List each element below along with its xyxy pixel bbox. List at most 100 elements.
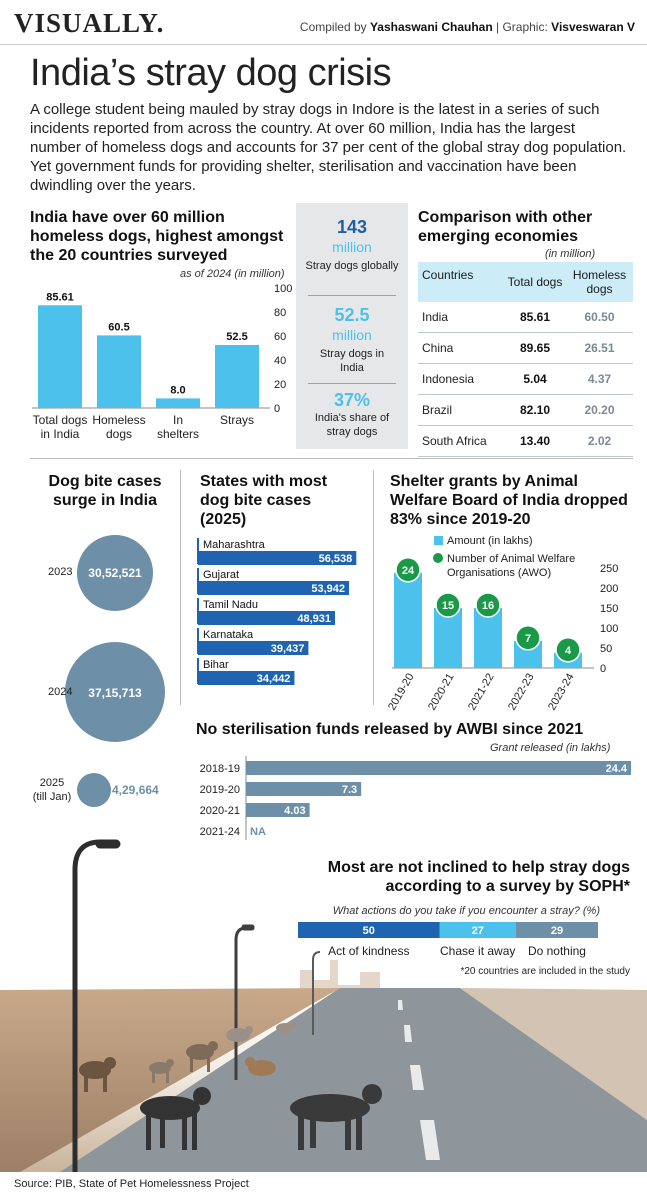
y-tick-label: 0 xyxy=(274,403,280,415)
india-stray-unit: million xyxy=(332,327,372,343)
stat-divider xyxy=(308,295,396,296)
dog-icon xyxy=(245,1057,276,1076)
x-tick-label: 2020-21 xyxy=(426,672,457,713)
survey-value: 50 xyxy=(363,925,375,937)
survey-segment-0 xyxy=(298,922,440,938)
dog-bite-bubbles xyxy=(65,535,165,807)
x-tick-label: 2021-22 xyxy=(466,672,497,713)
bubble-year-2025: 2025 (till Jan) xyxy=(32,777,72,803)
survey-value: 27 xyxy=(472,925,484,937)
awo-badge xyxy=(515,625,541,651)
credits: Compiled by Yashaswani Chauhan | Graphic… xyxy=(299,20,635,34)
survey-title: Most are not inclined to help stray dogs… xyxy=(327,859,630,895)
lane-markings xyxy=(398,1000,440,1160)
dog-icon xyxy=(290,1084,382,1150)
table-row: China 89.65 26.51 xyxy=(418,333,633,364)
awo-count: 4 xyxy=(565,645,572,657)
state-bar-4 xyxy=(198,671,295,685)
cell-homeless: 4.37 xyxy=(587,372,612,386)
section-divider xyxy=(30,458,633,459)
state-label: Tamil Nadu xyxy=(203,599,258,611)
x-tick-label: Homeless xyxy=(92,413,145,427)
bar-value-label: 8.0 xyxy=(170,384,185,396)
india-share-number: 37% xyxy=(333,390,371,410)
y-tick-label: 0 xyxy=(600,663,606,675)
column-divider xyxy=(373,470,374,705)
comparison-unit: (in million) xyxy=(545,248,596,260)
global-stray-desc: Stray dogs globally xyxy=(305,260,399,272)
cell-total: 85.61 xyxy=(519,310,551,324)
street-illustration xyxy=(0,839,647,1172)
state-value: 56,538 xyxy=(319,553,353,565)
awo-count: 24 xyxy=(402,565,415,577)
legend-label: Organisations (AWO) xyxy=(447,567,551,579)
bubble-year-2024: 2024 xyxy=(48,686,73,698)
cell-total: 82.10 xyxy=(519,403,551,417)
bar-value-label: 60.5 xyxy=(108,321,129,333)
y-tick-label: 150 xyxy=(600,603,618,615)
global-stray-number: 143 xyxy=(336,217,368,237)
dog-icon xyxy=(226,1021,296,1042)
bar-value-label: 52.5 xyxy=(226,331,247,343)
x-tick-label: 2023-24 xyxy=(546,672,577,713)
x-tick-label: Strays xyxy=(220,413,254,427)
comparison-title: Comparison with other emerging economies xyxy=(418,209,593,245)
bubble-value-2024: 37,15,713 xyxy=(88,686,142,700)
survey-segment-1 xyxy=(439,922,516,938)
bar-2 xyxy=(156,398,200,408)
table-row: South Africa 13.40 2.02 xyxy=(418,426,633,457)
state-value: 39,437 xyxy=(271,643,305,655)
survey-label: Act of kindness xyxy=(328,944,409,958)
state-bar-3 xyxy=(198,641,309,655)
brand-logo: VISUALLY. xyxy=(14,8,165,38)
bubble-2025 xyxy=(77,773,111,807)
cell-homeless: 2.02 xyxy=(587,434,612,448)
y-tick-label: 100 xyxy=(274,283,292,295)
state-label: Karnataka xyxy=(203,629,254,641)
dog-icon xyxy=(186,1041,218,1072)
state-value: 48,931 xyxy=(297,613,331,625)
x-tick-label: shelters xyxy=(157,427,199,441)
header-countries: Countries xyxy=(422,268,474,282)
sidewalk xyxy=(0,988,340,1172)
x-tick-label: In xyxy=(173,413,183,427)
x-tick-label: in India xyxy=(41,427,80,441)
x-tick-label: 2019-20 xyxy=(386,672,417,713)
road xyxy=(60,988,647,1172)
steril-value: 24.4 xyxy=(606,763,628,775)
table-row: Indonesia 5.04 4.37 xyxy=(418,364,633,395)
shelter-title: Shelter grants by Animal Welfare Board o… xyxy=(390,473,628,528)
awo-badge xyxy=(555,637,581,663)
cell-homeless: 26.51 xyxy=(584,341,615,355)
bar-1 xyxy=(97,335,141,408)
column-divider xyxy=(180,470,181,705)
y-tick-label: 2021-24 xyxy=(200,826,240,838)
street-lamp-far xyxy=(312,951,321,1035)
y-tick-label: 2018-19 xyxy=(200,763,240,775)
steril-value: 7.3 xyxy=(342,784,357,796)
survey-label: Do nothing xyxy=(528,944,586,958)
intro-paragraph: A college student being mauled by stray … xyxy=(30,101,627,194)
steril-value: NA xyxy=(250,826,266,838)
steril-bar-0 xyxy=(246,761,631,775)
cell-homeless: 60.50 xyxy=(584,310,615,324)
steril-bar-2 xyxy=(246,803,310,817)
sterilisation-note: Grant released (in lakhs) xyxy=(490,742,611,754)
global-stray-unit: million xyxy=(332,239,372,255)
y-tick-label: 2019-20 xyxy=(200,784,240,796)
table-row: Brazil 82.10 20.20 xyxy=(418,395,633,426)
y-tick-label: 200 xyxy=(600,583,618,595)
bubble-2024 xyxy=(65,642,165,742)
state-label: Maharashtra xyxy=(203,539,266,551)
sterilisation-title: No sterilisation funds released by AWBI … xyxy=(196,721,584,738)
india-share-desc: India's share of stray dogs xyxy=(314,412,390,438)
cell-homeless: 20.20 xyxy=(584,403,615,417)
awo-count: 7 xyxy=(525,633,531,645)
awo-badge xyxy=(435,592,461,618)
awo-count: 16 xyxy=(482,600,494,612)
cell-country: India xyxy=(422,310,449,324)
cell-country: South Africa xyxy=(422,434,487,448)
grant-bar-1 xyxy=(434,608,462,668)
y-tick-label: 40 xyxy=(274,355,286,367)
source-note: Source: PIB, State of Pet Homelessness P… xyxy=(14,1178,249,1190)
